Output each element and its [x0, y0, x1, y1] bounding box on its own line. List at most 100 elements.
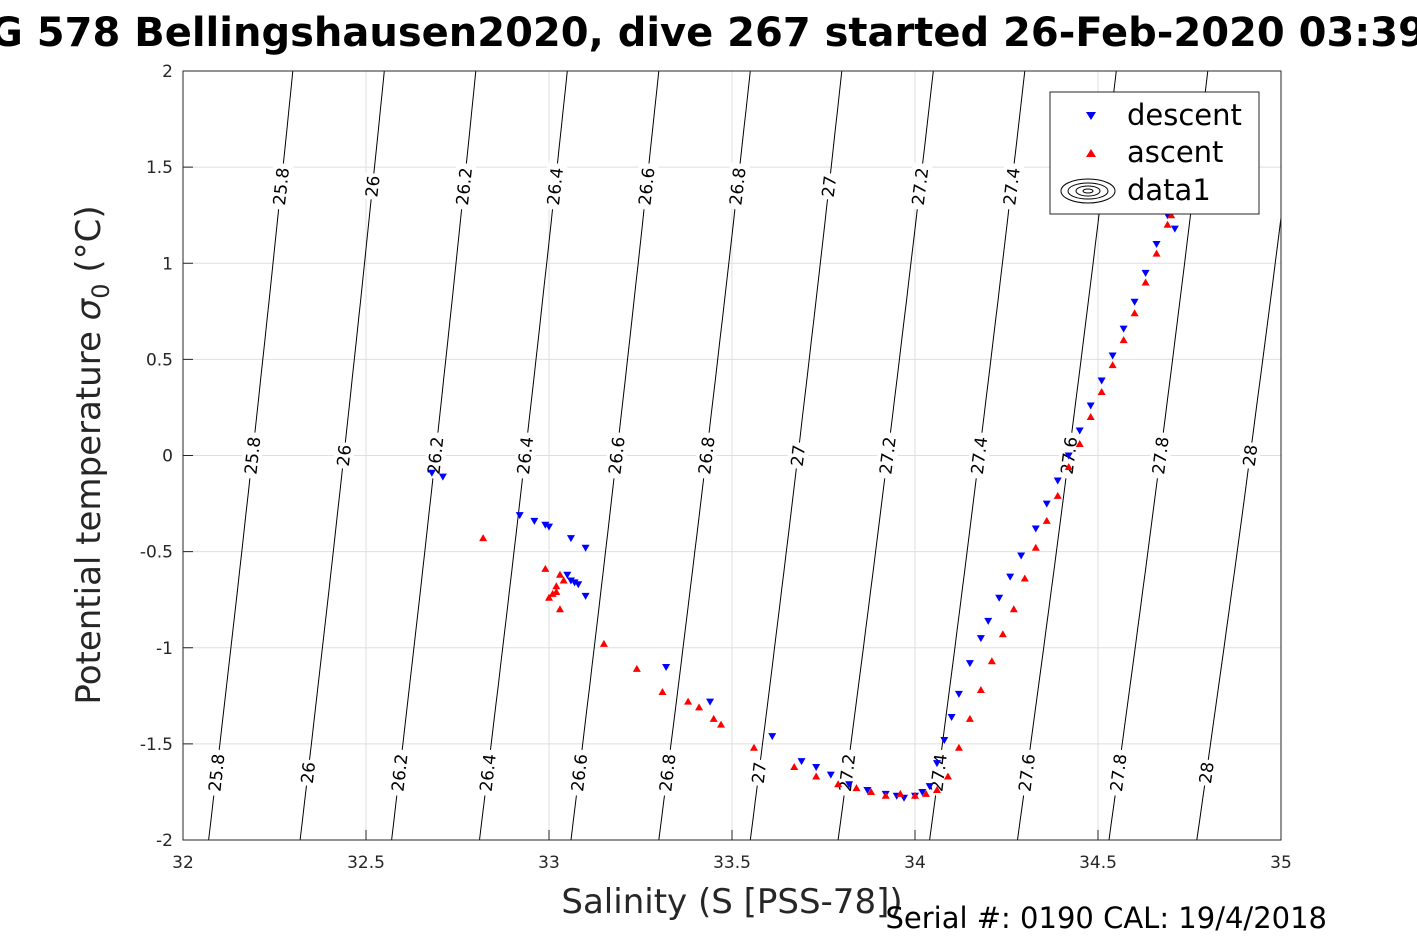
ascent-point: [867, 787, 876, 795]
isopycnal-label: 25.8: [268, 162, 294, 211]
isopycnal-label-bg: [387, 748, 412, 797]
y-tick-label: 1: [162, 254, 173, 274]
descent-point: [1152, 241, 1161, 249]
y-tick-label: 1.5: [146, 158, 173, 178]
isopycnal-label-text: 26.4: [477, 753, 501, 793]
descent-point: [826, 771, 835, 779]
isopycnal-label: 27.8: [1147, 431, 1174, 480]
isopycnal-label-bg: [204, 748, 229, 797]
isopycnal-label-text: 26.6: [568, 753, 592, 793]
isopycnal-label-bg: [654, 748, 681, 797]
isopycnal-label-text: 26.2: [453, 167, 477, 207]
descent-point: [925, 783, 934, 791]
isopycnal-label-bg: [361, 172, 384, 201]
isopycnal-label-text: 26.4: [514, 436, 538, 476]
descent-point: [706, 698, 715, 706]
isopycnal-label-bg: [1105, 748, 1132, 797]
isopycnal-label: 26: [332, 441, 356, 470]
isopycnal-label-bg: [512, 431, 538, 480]
y-tick-label: 0.5: [146, 350, 173, 370]
isopycnal-label-bg: [332, 441, 356, 470]
isopycnal-label-text: 28: [1240, 444, 1263, 468]
descent-point: [954, 690, 963, 698]
isopycnal-label-text: 27.6: [1015, 753, 1040, 793]
descent-point: [1097, 377, 1106, 385]
descent-point: [812, 763, 821, 771]
ascent-point: [555, 605, 564, 613]
isopycnal-label-bg: [724, 162, 751, 211]
ascent-point: [709, 714, 718, 722]
isopycnal-label-bg: [451, 162, 477, 211]
ascent-point: [911, 791, 919, 799]
x-tick-label: 34: [904, 853, 926, 873]
isopycnal-label-bg: [604, 431, 630, 480]
isopycnal-label-bg: [747, 758, 771, 787]
ascent-point: [552, 582, 561, 590]
isopycnal-label-bg: [239, 431, 265, 480]
isopycnal-label: 26.4: [475, 748, 501, 797]
ascent-point: [1130, 309, 1139, 317]
y-tick-label: -1.5: [140, 735, 173, 755]
ascent-point: [834, 780, 843, 788]
ascent-point: [998, 630, 1007, 638]
ascent-point: [548, 589, 557, 597]
ascent-point: [632, 664, 641, 672]
legend-data1-label: data1: [1127, 173, 1211, 207]
descent-point: [918, 788, 927, 796]
isopycnal-label-text: 26.2: [389, 753, 413, 793]
isopycnal-label-bg: [998, 162, 1025, 211]
ascent-point: [1108, 361, 1117, 369]
isopycnal-label-text: 27.8: [1107, 753, 1132, 793]
ascent-point: [1020, 574, 1029, 582]
isopycnal-label-text: 25.8: [241, 436, 265, 476]
descent-point: [947, 713, 956, 721]
isopycnal-label-bg: [786, 441, 810, 470]
isopycnal-label: 26.6: [633, 162, 660, 211]
descent-point: [995, 594, 1004, 602]
ascent-point: [1075, 439, 1084, 447]
descent-point: [1075, 427, 1084, 435]
ascent-point: [1163, 220, 1172, 228]
isopycnal-label: 25.8: [204, 748, 230, 797]
isopycnal-label-bg: [542, 162, 568, 211]
ascent-point: [1141, 278, 1150, 286]
descent-point: [1170, 225, 1179, 233]
ascent-point: [932, 786, 941, 794]
ascent-point: [976, 686, 985, 694]
descent-point: [1031, 525, 1040, 533]
descent-point: [845, 781, 854, 789]
isopycnal-label-bg: [1147, 431, 1174, 480]
ascent-point: [1053, 491, 1062, 499]
ascent-point: [479, 534, 488, 542]
legend-data1-contour-icon: [1060, 178, 1116, 204]
y-tick-label: 2: [162, 62, 173, 82]
legend-box: [1049, 91, 1260, 215]
isopycnal-label-text: 28: [1196, 761, 1219, 785]
isopycnal-label-text: 26: [298, 761, 320, 785]
descent-point: [662, 663, 671, 671]
isopycnal-label: 26.4: [542, 162, 568, 211]
descent-point: [976, 635, 985, 643]
isopycnal-label-bg: [693, 431, 720, 480]
ascent-point: [1086, 413, 1095, 421]
y-tick-label: 0: [162, 447, 173, 467]
isopycnal-label-text: 26: [362, 175, 384, 199]
isopycnal-label-text: 25.8: [270, 167, 294, 207]
ascent-point: [812, 772, 821, 780]
legend-ascent-label: ascent: [1127, 135, 1223, 169]
isopycnal-label: 26.6: [604, 431, 630, 480]
isopycnal-label: 27.2: [907, 162, 933, 211]
y-tick-label: -0.5: [140, 543, 173, 563]
x-tick-label: 34.5: [1079, 853, 1117, 873]
isopycnal-label-text: 25.8: [206, 753, 230, 793]
descent-point: [984, 617, 993, 625]
descent-point: [570, 579, 579, 587]
descent-point: [541, 521, 550, 529]
ascent-point: [541, 564, 550, 572]
ascent-point: [987, 657, 996, 665]
y-axis-label-main: Potential temperature: [69, 320, 109, 704]
isopycnal-label-text: 27.2: [876, 436, 901, 476]
ascent-point: [1167, 211, 1176, 219]
isopycnal-label-text: 27.8: [1149, 436, 1174, 476]
